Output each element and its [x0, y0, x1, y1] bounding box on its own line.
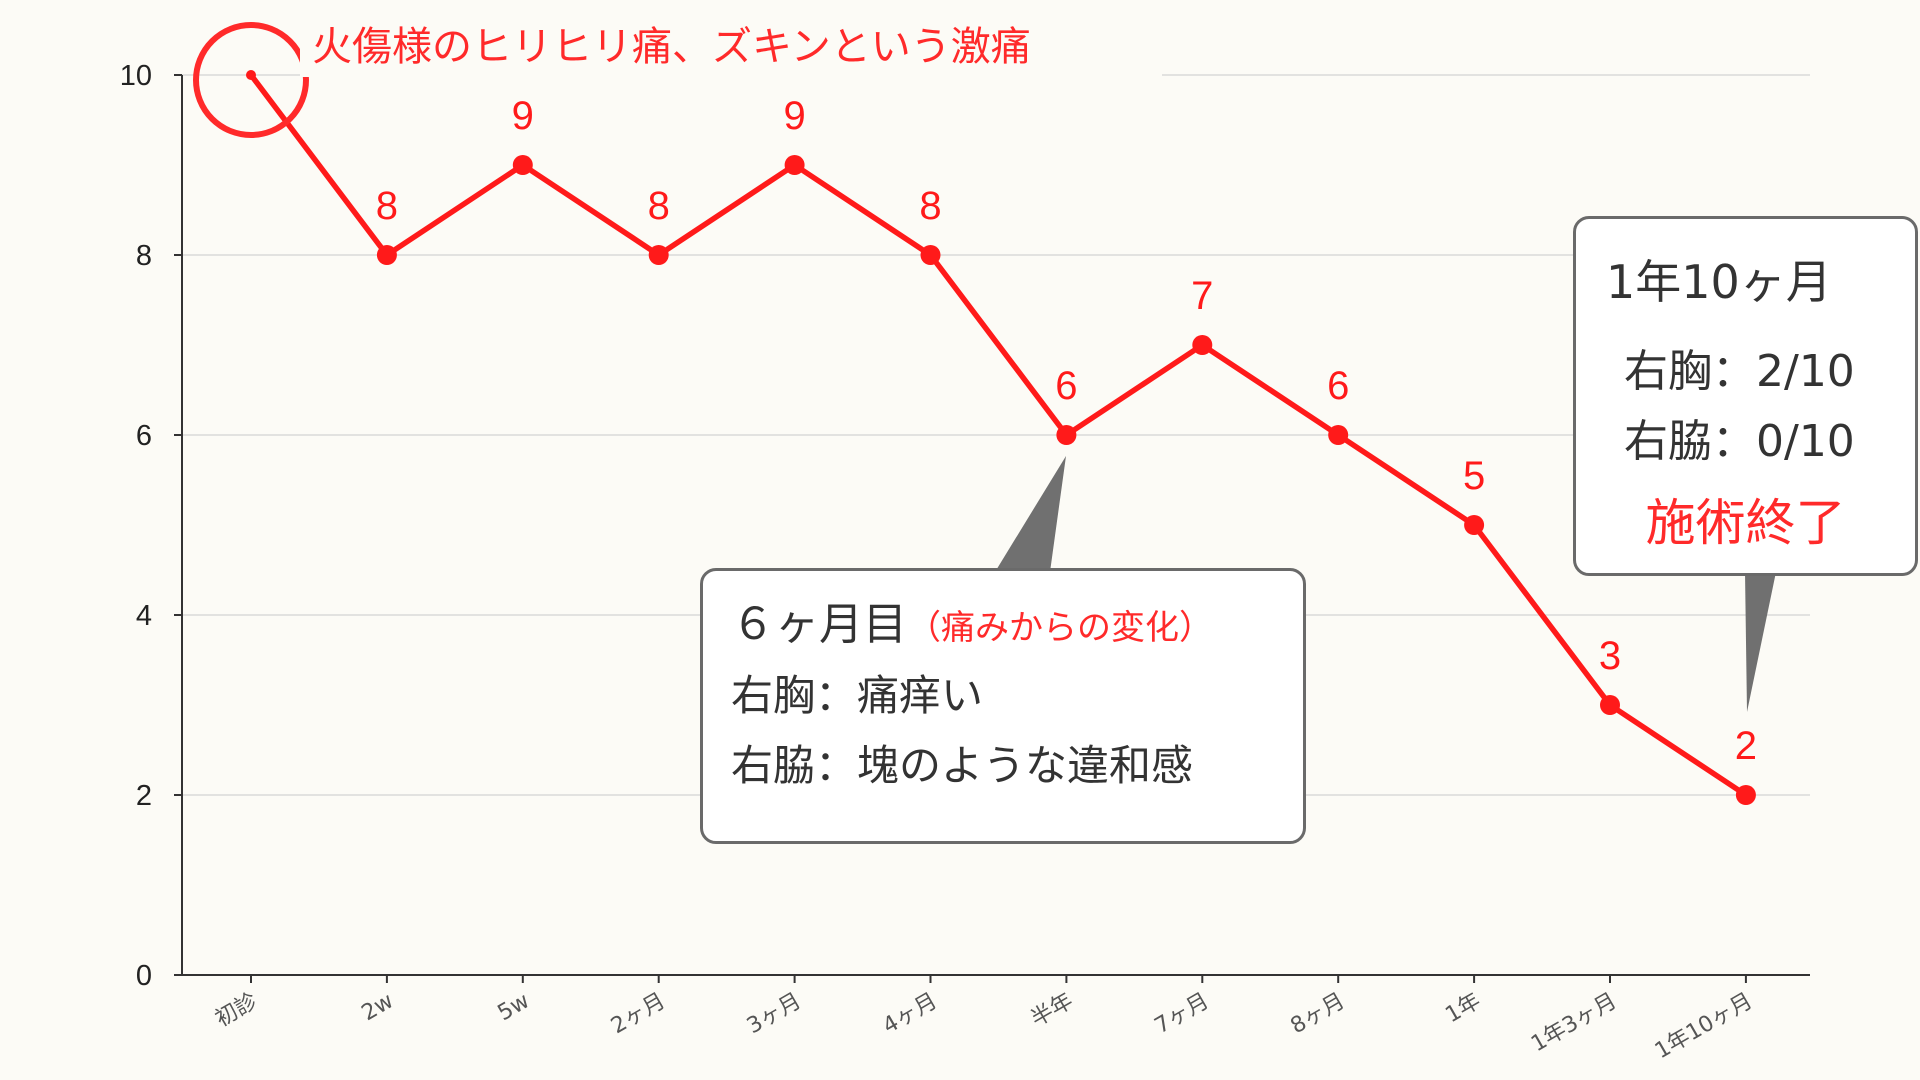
x-tick-label: 5w [494, 989, 534, 1027]
y-tick-label: 6 [136, 420, 152, 452]
y-tick-label: 8 [136, 240, 152, 272]
x-tick-label: 2ヶ月 [607, 989, 670, 1040]
data-label: 9 [512, 94, 534, 138]
data-points [246, 70, 1756, 805]
x-tick-label: 1年 [1441, 989, 1485, 1029]
callout-6m-line-armpit: 右脇：塊のような違和感 [731, 741, 1194, 790]
data-label: 6 [1327, 364, 1349, 408]
data-label: 8 [648, 184, 670, 228]
data-point [1735, 785, 1756, 805]
x-tick-label: 初診 [211, 989, 262, 1033]
first-visit-highlight-circle [193, 22, 309, 138]
callout-six-months: ６ヶ月目（痛みからの変化） 右胸：痛痒い 右脇：塊のような違和感 [700, 568, 1306, 844]
x-tick-label: 7ヶ月 [1151, 989, 1214, 1040]
callout-end-line-armpit: 右脇：0/10 [1624, 416, 1855, 467]
data-point [512, 155, 533, 175]
x-tick-label: 1年3ヶ月 [1527, 989, 1621, 1058]
y-tick-label: 0 [136, 960, 152, 992]
data-label: 8 [376, 184, 398, 228]
callout-6m-pointer [995, 456, 1066, 572]
x-tick-label: 2w [358, 989, 398, 1027]
data-point [1328, 425, 1349, 445]
data-label: 8 [919, 184, 941, 228]
data-point [1600, 695, 1620, 715]
data-point [784, 155, 805, 175]
data-point [1192, 335, 1213, 355]
data-point [648, 245, 669, 265]
x-tick-label: 3ヶ月 [743, 989, 806, 1040]
callout-6m-title: ６ヶ月目 [731, 599, 907, 650]
data-label: 2 [1735, 724, 1757, 768]
data-labels: 8 9 8 9 8 6 7 6 5 3 2 [376, 94, 1757, 768]
data-point [1056, 425, 1077, 445]
y-tick-label: 2 [136, 780, 152, 812]
y-tick-label: 4 [136, 600, 152, 632]
y-tick-label: 10 [120, 60, 152, 92]
first-visit-note-background [300, 22, 1162, 77]
x-tick-label: 4ヶ月 [879, 989, 942, 1040]
data-label: 9 [783, 94, 805, 138]
data-label: 6 [1055, 364, 1077, 408]
data-point [246, 70, 256, 80]
data-point [920, 245, 941, 265]
first-visit-note: 火傷様のヒリヒリ痛、ズキンという激痛 [312, 24, 1031, 70]
callout-end-pointer [1745, 572, 1776, 712]
x-tick-label: 半年 [1027, 989, 1078, 1033]
y-tick-labels: 0 2 4 6 8 10 [120, 60, 182, 992]
callout-end-conclusion: 施術終了 [1645, 494, 1846, 552]
callout-end-title: 1年10ヶ月 [1606, 255, 1832, 309]
data-label: 5 [1463, 454, 1485, 498]
x-tick-label: 8ヶ月 [1286, 989, 1349, 1040]
callout-final: 1年10ヶ月 右胸：2/10 右脇：0/10 施術終了 [1573, 216, 1918, 576]
data-point [1464, 515, 1485, 535]
callout-6m-title-row: ６ヶ月目（痛みからの変化） [731, 595, 1275, 655]
series-line [248, 72, 1749, 798]
data-label: 3 [1599, 634, 1621, 678]
x-tick-label: 1年10ヶ月 [1651, 989, 1757, 1065]
x-tick-labels: 初診 2w 5w 2ヶ月 3ヶ月 4ヶ月 半年 7ヶ月 8ヶ月 1年 1年3ヶ月 1年10ヶ月 [211, 975, 1757, 1064]
data-point [376, 245, 397, 265]
callout-6m-subtitle: （痛みからの変化） [907, 608, 1213, 648]
callout-end-line-chest: 右胸：2/10 [1624, 346, 1855, 397]
callout-6m-line-chest: 右胸：痛痒い [731, 671, 984, 720]
data-label: 7 [1191, 274, 1213, 318]
